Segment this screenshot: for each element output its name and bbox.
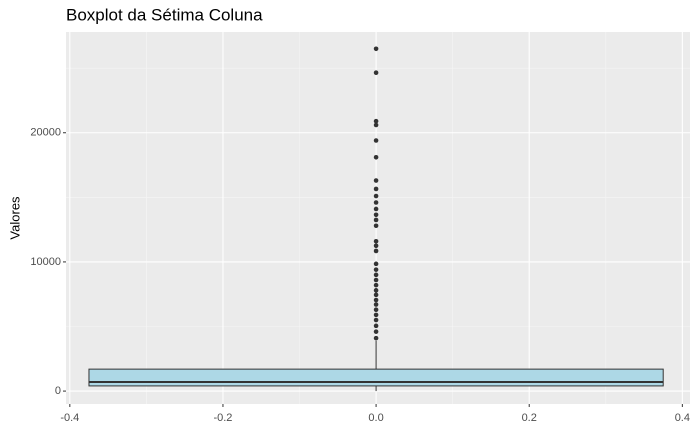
outlier: [373, 200, 379, 205]
outlier: [373, 243, 379, 249]
outlier: [373, 248, 379, 254]
outlier: [373, 122, 379, 128]
outlier: [373, 206, 379, 212]
outlier: [373, 288, 379, 293]
outlier: [373, 277, 379, 283]
outlier: [373, 178, 379, 183]
outlier: [373, 217, 379, 223]
x-tick-label: 0.4: [675, 412, 690, 424]
outlier: [373, 186, 379, 192]
y-tick-label: 0: [55, 385, 61, 397]
outlier: [373, 292, 379, 298]
y-axis-label: Valores: [7, 196, 22, 240]
outlier: [373, 154, 379, 160]
outlier: [373, 302, 379, 307]
outlier: [373, 329, 379, 334]
box: [88, 368, 664, 387]
outlier: [373, 267, 379, 272]
x-tick-label: -0.2: [213, 412, 232, 424]
y-tick-label: 10000: [30, 256, 61, 268]
outlier: [373, 282, 379, 288]
x-tick-label: 0.2: [522, 412, 537, 424]
outlier: [373, 335, 379, 341]
x-tick-label: 0.0: [368, 412, 383, 424]
outlier: [373, 46, 379, 52]
outlier: [373, 70, 379, 75]
outlier: [373, 317, 379, 323]
outlier: [373, 238, 379, 244]
outlier: [373, 118, 379, 124]
outlier: [373, 323, 379, 329]
outlier: [373, 261, 379, 267]
outlier: [373, 307, 379, 313]
outlier: [373, 297, 379, 303]
outlier: [373, 212, 379, 218]
y-tick-label: 20000: [30, 127, 61, 139]
outlier: [373, 193, 379, 199]
outlier: [373, 223, 379, 229]
panel: [66, 32, 690, 404]
x-tick-label: -0.4: [60, 412, 79, 424]
outlier: [373, 272, 379, 278]
outlier: [373, 138, 379, 143]
outlier: [373, 312, 379, 318]
chart-title: Boxplot da Sétima Coluna: [66, 5, 263, 24]
